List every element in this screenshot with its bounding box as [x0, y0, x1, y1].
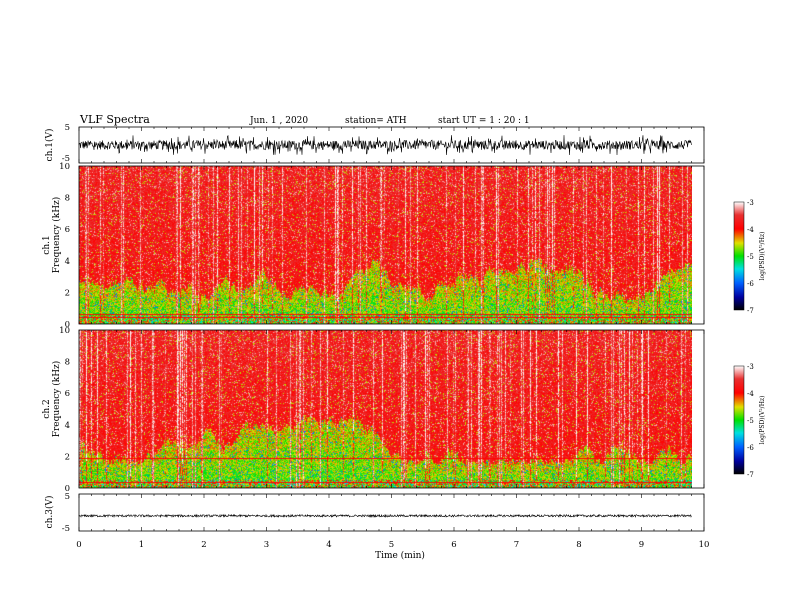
ch1-ytick-top: 5: [65, 123, 70, 133]
ch3-ylabel: ch.3(V): [44, 496, 55, 529]
ch2-colorbar-tick-m7: -7: [747, 471, 754, 479]
ch2-spec-ylabel-channel: ch.2: [42, 399, 52, 418]
ch1-colorbar-gradient: [733, 201, 745, 311]
time-tick-label-9: 9: [639, 540, 644, 550]
header-station: station= ATH: [345, 116, 407, 126]
ch2-freq-tick-10: 10: [59, 326, 70, 336]
ch1-colorbar-tick-m7: -7: [747, 307, 754, 315]
ch1-ytick-bottom: -5: [62, 154, 70, 164]
ch2-spectrogram-time-ticks: [78, 330, 705, 488]
header-date: Jun. 1 , 2020: [249, 116, 308, 126]
time-tick-label-6: 6: [451, 540, 456, 550]
time-tick-label-10: 10: [699, 540, 710, 550]
time-tick-label-4: 4: [326, 540, 331, 550]
ch2-freq-tick-8: 8: [65, 358, 70, 368]
time-axis-label: Time (min): [375, 550, 425, 561]
ch2-spectrogram-heatmap: [79, 330, 692, 488]
time-tick-label-1: 1: [139, 540, 144, 550]
ch2-freq-tick-4: 4: [65, 421, 70, 431]
time-tick-label-5: 5: [389, 540, 394, 550]
ch1-spectrogram-panel: 0 2 4 6 8 10 ch.1 Frequency (kHz): [42, 162, 705, 330]
ch1-freq-tick-4: 4: [65, 257, 70, 267]
ch2-freq-tick-6: 6: [65, 389, 70, 399]
ch1-colorbar-label: log(PSD)(V²/Hz): [759, 232, 766, 281]
ch2-colorbar-tick-m3: -3: [747, 363, 754, 371]
ch1-freq-tick-6: 6: [65, 225, 70, 235]
figure-title: VLF Spectra: [79, 113, 150, 126]
ch1-spec-ylabel-channel: ch.1: [42, 235, 52, 254]
ch2-spectrogram-panel: 0 2 4 6 8 10 ch.2 Frequency (kHz): [42, 326, 705, 494]
ch3-ytick-bottom: -5: [62, 524, 70, 534]
ch3-time-ticks: [78, 494, 705, 531]
time-tick-label-2: 2: [201, 540, 206, 550]
ch2-freq-tick-2: 2: [65, 452, 70, 462]
ch3-ytick-top: 5: [65, 492, 70, 502]
ch1-freq-tick-0: 0: [65, 320, 70, 330]
ch1-freq-tick-10: 10: [59, 162, 70, 172]
header-start-ut: start UT = 1 : 20 : 1: [438, 116, 530, 126]
time-tick-label-8: 8: [576, 540, 581, 550]
ch2-spec-ylabel-frequency: Frequency (kHz): [51, 361, 62, 438]
ch2-colorbar-label: log(PSD)(V²/Hz): [759, 396, 766, 445]
time-tick-label-3: 3: [264, 540, 269, 550]
ch1-colorbar-tick-m6: -6: [747, 280, 754, 288]
ch2-colorbar-tick-m5: -5: [747, 417, 754, 425]
ch3-waveform-trace: [78, 513, 692, 519]
time-tick-label-7: 7: [514, 540, 519, 550]
ch2-freq-tick-0: 0: [65, 484, 70, 494]
ch1-spectrogram-time-ticks: [78, 166, 705, 324]
ch3-waveform-panel: 5 -5 ch.3(V): [44, 492, 705, 534]
ch2-colorbar-tick-m4: -4: [747, 390, 754, 398]
ch1-time-ticks: [78, 127, 705, 163]
ch1-colorbar: -3 -4 -5 -6 -7 log(PSD)(V²/Hz): [733, 199, 766, 315]
ch2-colorbar: -3 -4 -5 -6 -7 log(PSD)(V²/Hz): [733, 363, 766, 479]
ch1-spectrogram-heatmap: [79, 166, 692, 324]
ch1-colorbar-tick-m4: -4: [747, 226, 754, 234]
ch1-colorbar-tick-m3: -3: [747, 199, 754, 207]
ch1-waveform-panel: 5 -5 ch.1(V): [44, 123, 705, 164]
ch2-colorbar-gradient: [733, 365, 745, 475]
ch1-spec-ylabel-frequency: Frequency (kHz): [51, 197, 62, 274]
time-tick-label-0: 0: [76, 540, 81, 550]
ch1-ylabel: ch.1(V): [44, 129, 55, 162]
ch1-freq-tick-8: 8: [65, 194, 70, 204]
time-axis-tick-labels: 0 1 2 3 4 5 6 7 8 9 10: [76, 540, 709, 550]
ch2-colorbar-tick-m6: -6: [747, 444, 754, 452]
ch1-freq-tick-2: 2: [65, 288, 70, 298]
ch1-colorbar-tick-m5: -5: [747, 253, 754, 261]
ch1-waveform-trace: [78, 134, 692, 156]
